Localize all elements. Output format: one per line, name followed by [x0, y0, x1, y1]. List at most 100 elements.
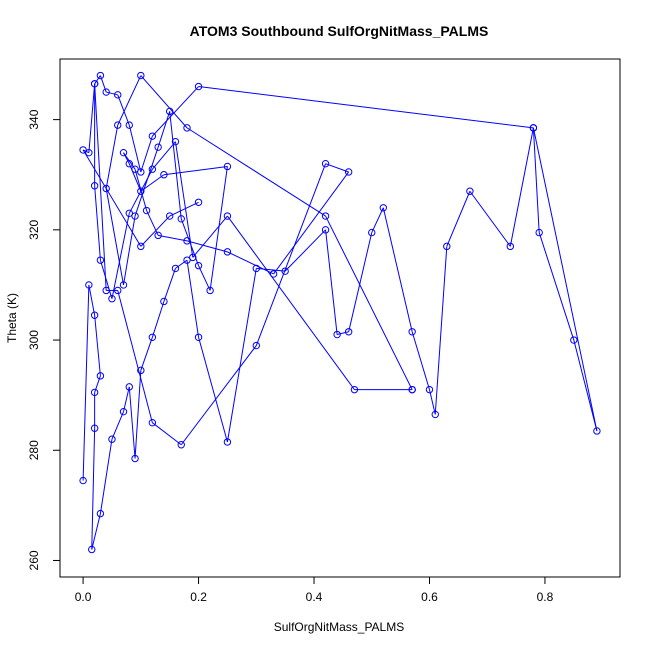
data-point	[114, 91, 122, 99]
series-segment	[88, 284, 96, 316]
series-segment	[152, 86, 199, 137]
data-point	[114, 286, 122, 295]
series-segment	[128, 125, 142, 173]
data-point	[125, 160, 133, 168]
data-point	[350, 385, 359, 394]
series-segment	[411, 331, 430, 390]
series-segment	[469, 190, 511, 247]
series-segment	[105, 125, 119, 189]
data-point	[142, 206, 151, 215]
series-segment	[140, 135, 153, 173]
series-segment	[111, 213, 130, 299]
series-segment	[186, 240, 228, 253]
data-point	[102, 184, 110, 193]
data-point	[160, 171, 168, 179]
data-point	[96, 372, 105, 380]
data-point	[102, 88, 110, 96]
data-point	[194, 333, 203, 341]
data-point	[85, 281, 93, 289]
data-point	[223, 212, 232, 220]
series-segment	[227, 251, 274, 275]
series-segment	[446, 191, 471, 247]
data-point	[96, 256, 105, 264]
data-point	[443, 242, 451, 251]
data-point	[269, 270, 278, 278]
series-segment	[371, 207, 384, 233]
x-axis: 0.0 0.2 0.4 0.6 0.8	[75, 577, 554, 604]
data-point	[148, 132, 157, 140]
data-point	[223, 438, 232, 446]
series-segment	[186, 260, 200, 338]
data-point	[408, 385, 416, 394]
x-tick-label: 0.2	[190, 590, 207, 604]
data-point	[321, 160, 330, 168]
series-segment	[99, 259, 113, 299]
data-point	[131, 212, 139, 220]
data-point	[223, 248, 232, 256]
series-segment	[94, 83, 107, 291]
data-point	[344, 168, 353, 176]
series-segment	[140, 337, 153, 371]
data-point	[90, 80, 99, 88]
series-segment	[111, 411, 124, 440]
data-point	[137, 187, 145, 195]
data-point	[160, 297, 168, 306]
data-point	[119, 281, 128, 289]
series-segment	[255, 163, 327, 346]
series-segment	[123, 215, 136, 286]
y-axis-label: Theta (K)	[5, 293, 19, 343]
y-tick-label: 280	[27, 440, 41, 460]
y-tick-label: 300	[27, 330, 41, 350]
data-point	[281, 267, 289, 275]
data-point	[431, 410, 439, 419]
series-segment	[140, 75, 188, 129]
series-segment	[117, 75, 142, 126]
series-segment	[134, 147, 159, 217]
series-segment	[428, 389, 436, 415]
data-point	[96, 509, 105, 518]
series-layer	[79, 71, 601, 554]
data-point	[119, 407, 128, 416]
data-point	[535, 228, 543, 237]
series-segment	[325, 229, 338, 335]
data-point	[137, 71, 145, 80]
chart-title: ATOM3 Southbound SulfOrgNitMass_PALMS	[190, 23, 489, 39]
series-segment	[273, 171, 350, 275]
data-point	[183, 124, 191, 132]
series-segment	[174, 141, 194, 258]
series-segment	[146, 210, 159, 236]
data-point	[408, 328, 416, 336]
data-point	[79, 476, 87, 485]
series-segment	[99, 75, 107, 93]
series-segment	[91, 428, 96, 550]
data-point	[171, 137, 180, 146]
data-point	[108, 295, 116, 303]
series-segment	[152, 422, 182, 446]
data-point	[183, 256, 191, 264]
data-point	[125, 209, 133, 217]
data-point	[368, 228, 376, 237]
series-segment	[99, 439, 113, 514]
data-point	[570, 336, 578, 344]
series-segment	[198, 86, 534, 129]
series-segment	[532, 127, 540, 233]
data-point	[148, 165, 157, 173]
series-segment	[106, 91, 118, 96]
data-point	[125, 121, 133, 129]
data-point	[333, 330, 341, 339]
data-point	[148, 419, 157, 427]
data-point	[466, 187, 474, 195]
series-segment	[105, 188, 124, 286]
data-point	[223, 162, 232, 171]
series-segment	[573, 339, 598, 432]
series-segment	[209, 166, 228, 291]
data-point	[593, 427, 601, 435]
data-point	[90, 388, 99, 397]
data-point	[194, 198, 203, 206]
data-point	[85, 148, 93, 157]
y-axis: 260 280 300 320 340	[27, 109, 60, 570]
series-segment	[128, 163, 142, 192]
x-tick-label: 0.4	[306, 590, 323, 604]
data-point	[194, 261, 203, 270]
x-tick-label: 0.0	[75, 590, 92, 604]
